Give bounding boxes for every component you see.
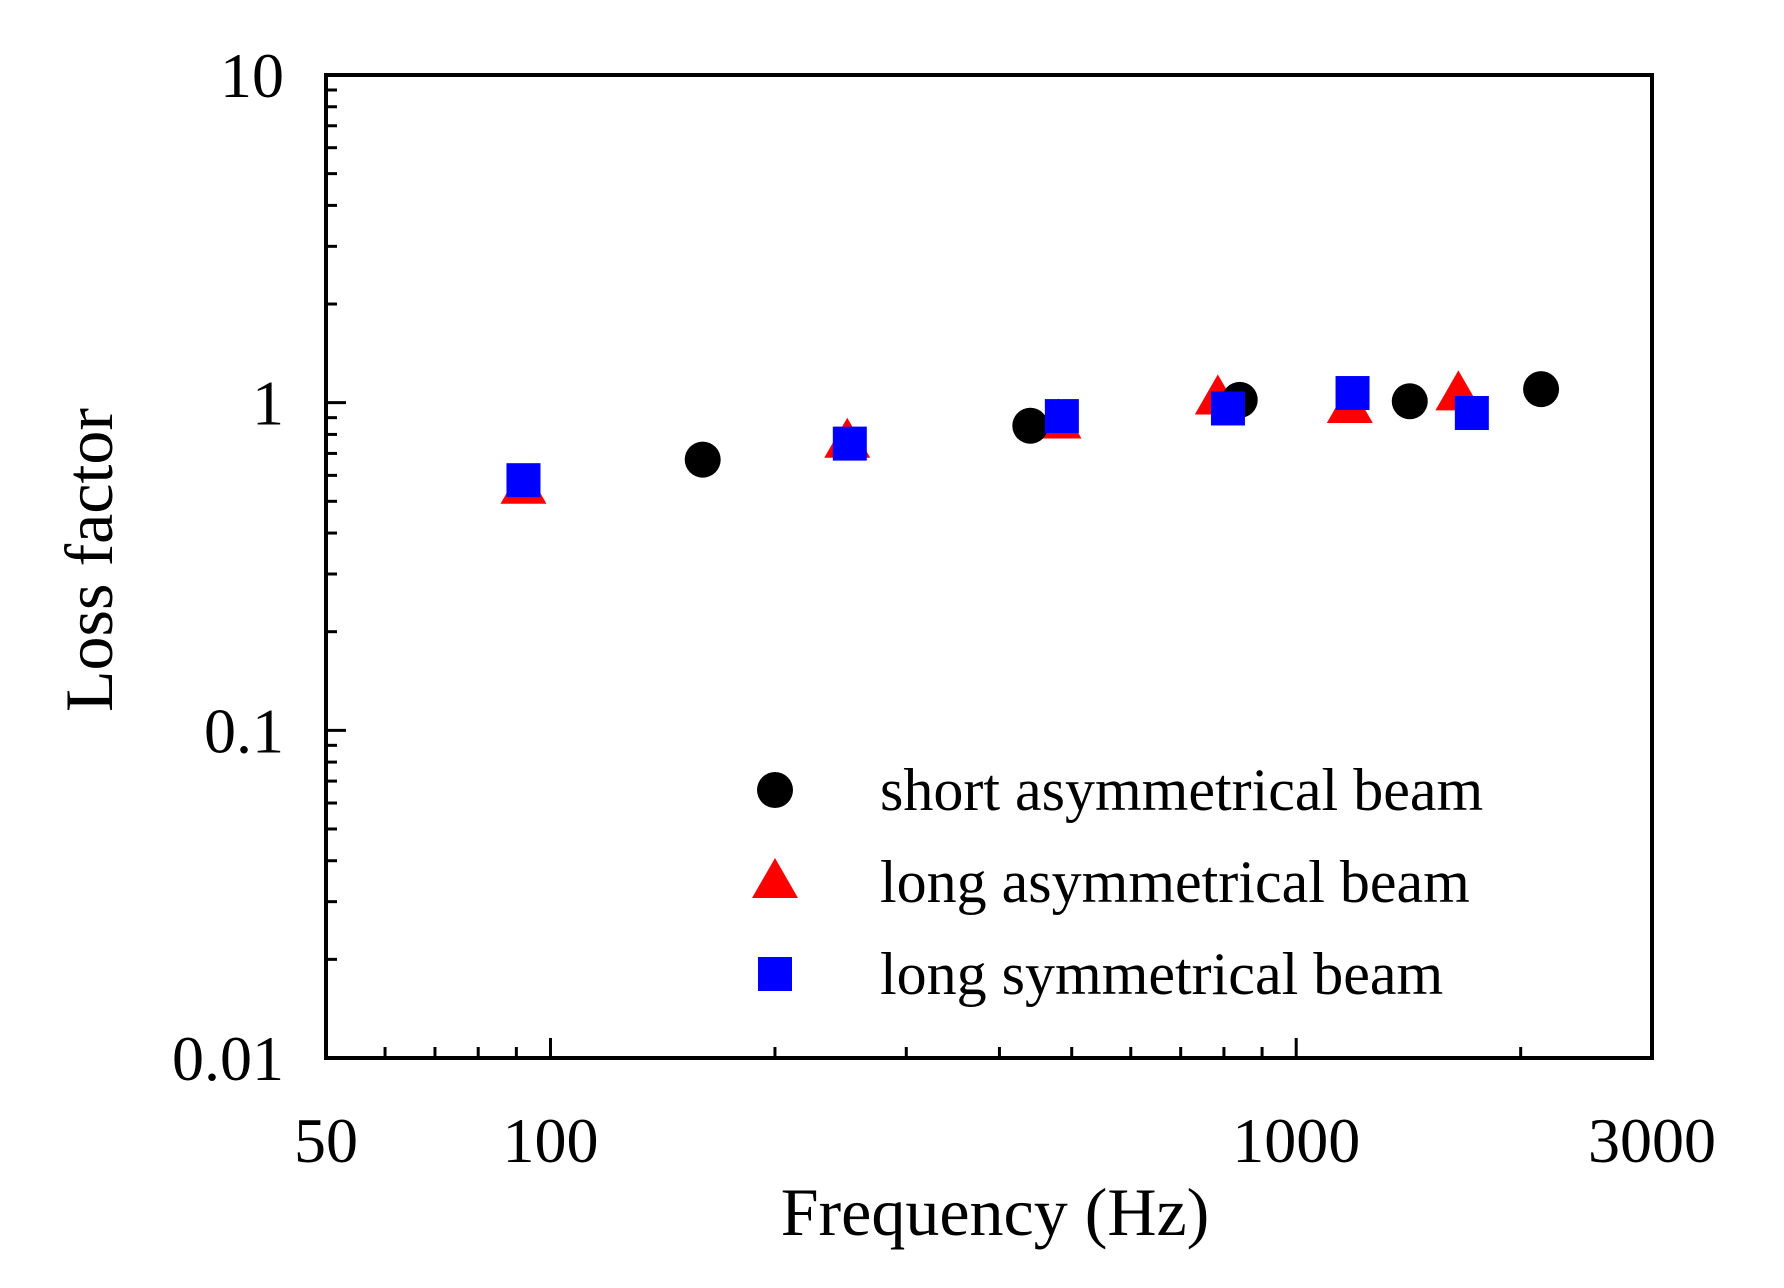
data-point-square [1335,376,1370,411]
y-tick-label: 0.1 [204,695,284,766]
y-tick-label: 1 [252,368,284,439]
legend-label: long symmetrical beam [880,941,1443,1007]
data-point-circle [1012,407,1049,444]
legend-marker-square [758,957,792,991]
legend-label: long asymmetrical beam [880,849,1470,915]
x-tick-label: 50 [294,1105,358,1176]
data-point-square [1044,399,1079,434]
x-tick-label: 3000 [1588,1105,1716,1176]
y-tick-label: 10 [220,40,284,111]
y-tick-label: 0.01 [172,1023,284,1094]
x-tick-label: 100 [502,1105,598,1176]
data-markers [500,370,1560,504]
y-axis-title: Loss factor [51,408,127,712]
data-point-square [1454,395,1489,430]
data-point-circle [684,441,721,478]
data-point-square [1210,391,1245,426]
x-axis-title: Frequency (Hz) [781,1174,1210,1250]
data-point-square [832,426,867,461]
x-tick-label: 1000 [1232,1105,1360,1176]
tick-labels: 50 100 1000 3000 0.01 0.1 1 10 [172,40,1716,1176]
plot-frame [324,73,1654,1060]
legend: short asymmetrical beam long asymmetrical… [752,757,1483,1007]
legend-marker-circle [757,772,793,808]
legend-label: short asymmetrical beam [880,757,1483,823]
data-point-square [506,463,541,498]
data-point-circle [1523,371,1560,408]
data-point-circle [1391,383,1428,420]
legend-marker-triangle [752,858,798,898]
